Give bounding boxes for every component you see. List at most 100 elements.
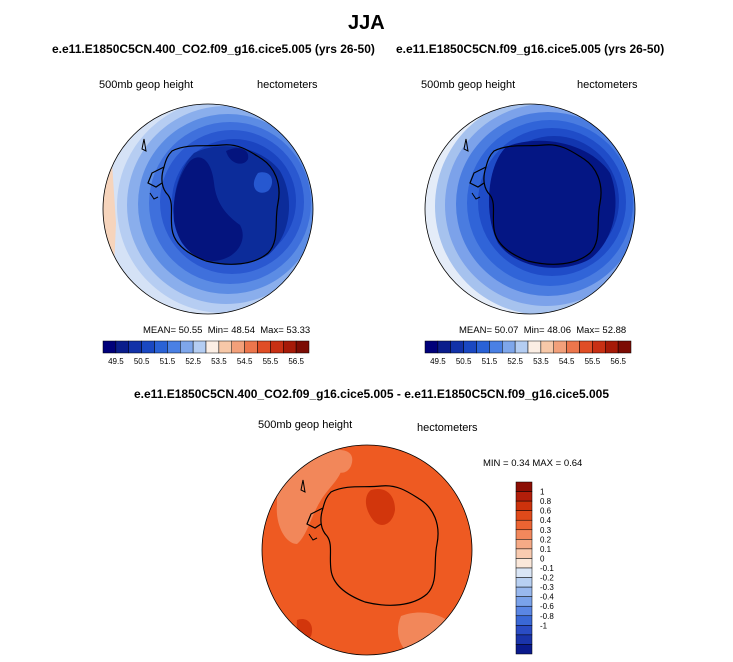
colorbar-swatch (489, 340, 503, 354)
colorbar-swatch (502, 340, 516, 354)
colorbar-swatch (424, 340, 439, 354)
colorbar-tick-label: 0 (540, 554, 545, 563)
colorbar-tick-label: 0.8 (540, 497, 552, 506)
difference-variable-label: 500mb geop height (258, 419, 353, 431)
colorbar-swatch (450, 340, 464, 354)
colorbar-swatch (128, 340, 142, 354)
colorbar-swatch (515, 510, 533, 521)
colorbar-tick-label: 0.1 (540, 545, 552, 554)
colorbar-swatch (231, 340, 245, 354)
main-title: JJA (348, 12, 385, 34)
colorbar-swatch (437, 340, 451, 354)
colorbar-tick-label: 53.5 (533, 357, 549, 366)
colorbar-tick-label: 49.5 (108, 357, 124, 366)
colorbar-swatch (515, 605, 533, 617)
colorbar-tick-label: 49.5 (430, 357, 446, 366)
colorbar-swatch (515, 634, 533, 645)
colorbar-swatch (515, 596, 533, 607)
colorbar-tick-label: 0.3 (540, 526, 552, 535)
colorbar-swatch (515, 615, 533, 626)
panel1-variable-label: 500mb geop height (99, 79, 194, 91)
colorbar-tick-label: 0.4 (540, 516, 552, 525)
colorbar-swatch (192, 340, 207, 354)
colorbar-swatch (270, 340, 284, 354)
colorbar-swatch (167, 340, 181, 354)
colorbar-tick-label: -0.8 (540, 612, 554, 621)
colorbar-swatch (592, 340, 606, 354)
panel1-case-title: e.e11.E1850C5CN.400_CO2.f09_g16.cice5.00… (52, 42, 375, 56)
colorbar-swatch (244, 340, 258, 354)
colorbar-swatch (476, 340, 490, 354)
colorbar-tick-label: 56.5 (610, 357, 626, 366)
colorbar-swatch (115, 340, 129, 354)
colorbar-tick-label: -0.1 (540, 564, 554, 573)
panel2-polar-map (424, 103, 636, 315)
colorbar-tick-label: -0.6 (540, 602, 554, 611)
panel1-polar-map (102, 103, 314, 315)
colorbar-swatch (295, 340, 310, 354)
colorbar-swatch (141, 340, 155, 354)
colorbar-swatch (463, 340, 477, 354)
panel2-units-label: hectometers (577, 79, 638, 91)
colorbar-swatch (257, 340, 271, 354)
panel2-colorbar: 49.5 50.5 51.5 52.5 53.5 54.5 55.5 56.5 (424, 340, 632, 366)
panel2-stats: MEAN= 50.07 Min= 48.06 Max= 52.88 (459, 325, 627, 336)
colorbar-tick-label: 53.5 (211, 357, 227, 366)
colorbar-swatch (515, 567, 533, 578)
colorbar-tick-label: -0.2 (540, 574, 554, 583)
colorbar-swatch (205, 340, 220, 354)
difference-polar-map (261, 444, 473, 656)
colorbar-swatch (579, 340, 593, 354)
colorbar-tick-label: 1 (540, 488, 545, 497)
colorbar-tick-label: 50.5 (134, 357, 150, 366)
colorbar-swatch (515, 519, 533, 531)
colorbar-tick-label: 52.5 (507, 357, 523, 366)
difference-colorbar: 10.80.60.40.30.20.10-0.1-0.2-0.3-0.4-0.6… (515, 481, 554, 655)
colorbar-swatch (515, 539, 533, 550)
colorbar-swatch (154, 340, 168, 354)
colorbar-swatch (605, 340, 619, 354)
colorbar-swatch (515, 644, 533, 655)
colorbar-tick-label: 54.5 (237, 357, 253, 366)
panel2-variable-label: 500mb geop height (421, 79, 516, 91)
colorbar-swatch (283, 340, 297, 354)
colorbar-tick-label: -1 (540, 621, 548, 630)
colorbar-tick-label: 56.5 (288, 357, 304, 366)
colorbar-swatch (527, 340, 542, 354)
colorbar-swatch (617, 340, 632, 354)
colorbar-tick-label: 51.5 (160, 357, 176, 366)
difference-stats: MIN = 0.34 MAX = 0.64 (483, 458, 583, 469)
colorbar-swatch (515, 529, 533, 540)
colorbar-swatch (180, 340, 194, 354)
colorbar-tick-label: -0.4 (540, 593, 554, 602)
colorbar-swatch (514, 340, 529, 354)
colorbar-swatch (515, 481, 533, 492)
colorbar-swatch (515, 548, 533, 559)
colorbar-tick-label: 51.5 (482, 357, 498, 366)
difference-title: e.e11.E1850C5CN.400_CO2.f09_g16.cice5.00… (134, 387, 610, 401)
colorbar-swatch (566, 340, 580, 354)
colorbar-tick-label: 55.5 (263, 357, 279, 366)
colorbar-swatch (515, 491, 533, 502)
colorbar-swatch (515, 577, 533, 588)
colorbar-tick-label: 55.5 (585, 357, 601, 366)
panel1-units-label: hectometers (257, 79, 318, 91)
colorbar-tick-label: 0.6 (540, 507, 552, 516)
difference-units-label: hectometers (417, 422, 478, 434)
panel1-stats: MEAN= 50.55 Min= 48.54 Max= 53.33 (143, 325, 311, 336)
colorbar-tick-label: -0.3 (540, 583, 554, 592)
colorbar-swatch (218, 340, 232, 354)
colorbar-swatch (515, 500, 533, 511)
colorbar-tick-label: 0.2 (540, 535, 552, 544)
colorbar-tick-label: 52.5 (185, 357, 201, 366)
colorbar-swatch (515, 625, 533, 636)
colorbar-swatch (553, 340, 567, 354)
colorbar-swatch (515, 586, 533, 597)
colorbar-swatch (102, 340, 117, 354)
panel2-case-title: e.e11.E1850C5CN.f09_g16.cice5.005 (yrs 2… (396, 42, 665, 56)
colorbar-tick-label: 50.5 (456, 357, 472, 366)
panel1-colorbar: 49.5 50.5 51.5 52.5 53.5 54.5 55.5 56.5 (102, 340, 310, 366)
colorbar-swatch (515, 558, 533, 569)
colorbar-swatch (540, 340, 554, 354)
colorbar-tick-label: 54.5 (559, 357, 575, 366)
